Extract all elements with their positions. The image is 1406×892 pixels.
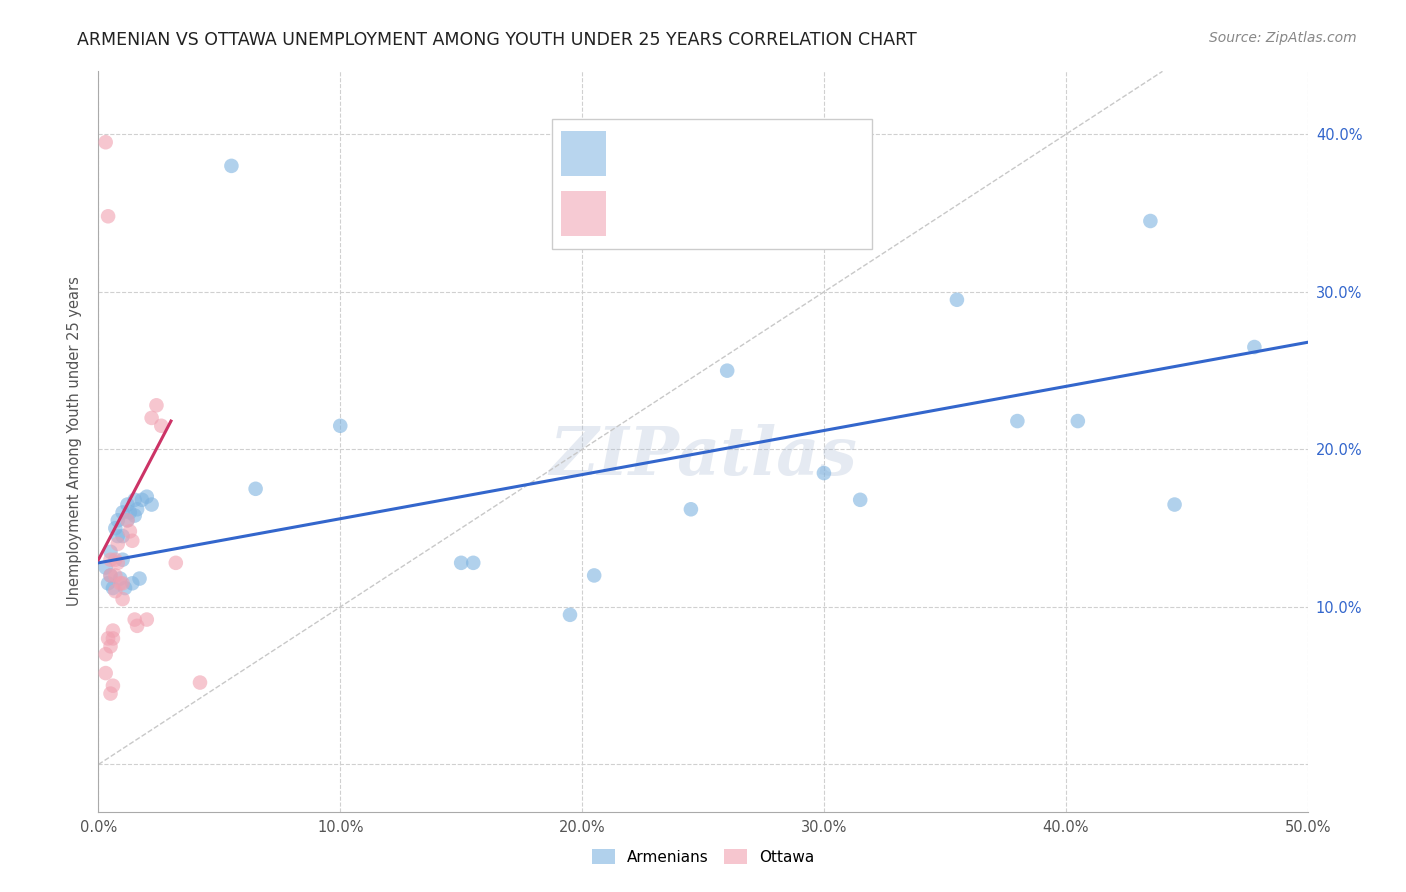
Point [245,482,267,496]
Point [107,537,129,551]
Point [145,398,167,412]
Point [188,675,211,690]
Point [107,529,129,543]
Y-axis label: Unemployment Among Youth under 25 years: Unemployment Among Youth under 25 years [67,277,83,607]
Point [111,552,134,566]
Point [94,647,117,661]
Point [124,492,146,507]
Point [135,490,157,504]
Point [104,584,127,599]
Point [100,640,122,654]
Point [127,619,149,633]
Point [131,492,153,507]
Point [450,556,472,570]
Point [108,572,131,586]
Point [135,613,157,627]
Legend: Armenians, Ottawa: Armenians, Ottawa [586,843,820,871]
Point [1163,498,1185,512]
Point [813,466,835,480]
Point [1067,414,1090,428]
Point [111,529,134,543]
Point [329,418,352,433]
Point [111,505,134,519]
Point [101,624,124,638]
Point [118,505,141,519]
Point [221,159,243,173]
Point [104,568,127,582]
Point [121,576,143,591]
Point [97,632,120,646]
Point [101,679,124,693]
Point [558,607,581,622]
Point [100,545,122,559]
Point [94,135,117,149]
Point [118,524,141,539]
Point [117,513,139,527]
Point [583,568,606,582]
Point [101,581,124,595]
Point [114,581,136,595]
Point [97,209,120,223]
Point [100,552,122,566]
Text: Source: ZipAtlas.com: Source: ZipAtlas.com [1209,31,1357,45]
Point [141,411,163,425]
Point [946,293,969,307]
Point [117,498,139,512]
Point [716,364,738,378]
Point [150,418,173,433]
Point [104,521,127,535]
Point [100,568,122,582]
Text: ARMENIAN VS OTTAWA UNEMPLOYMENT AMONG YOUTH UNDER 25 YEARS CORRELATION CHART: ARMENIAN VS OTTAWA UNEMPLOYMENT AMONG YO… [77,31,917,49]
Point [100,687,122,701]
Point [111,592,134,607]
Point [463,556,485,570]
Point [1139,214,1161,228]
Point [128,572,150,586]
Point [97,576,120,591]
Point [94,666,117,681]
Point [1007,414,1029,428]
Point [165,556,187,570]
Point [127,502,149,516]
Point [849,492,872,507]
Point [124,613,146,627]
Point [121,533,143,548]
Point [100,568,122,582]
Point [124,508,146,523]
Point [94,560,117,574]
Point [117,513,139,527]
Point [108,576,131,591]
Point [1243,340,1265,354]
Text: ZIPatlas: ZIPatlas [550,424,856,489]
Point [679,502,702,516]
Point [104,552,127,566]
Point [107,513,129,527]
Point [111,576,134,591]
Point [141,498,163,512]
Point [101,632,124,646]
Point [107,556,129,570]
